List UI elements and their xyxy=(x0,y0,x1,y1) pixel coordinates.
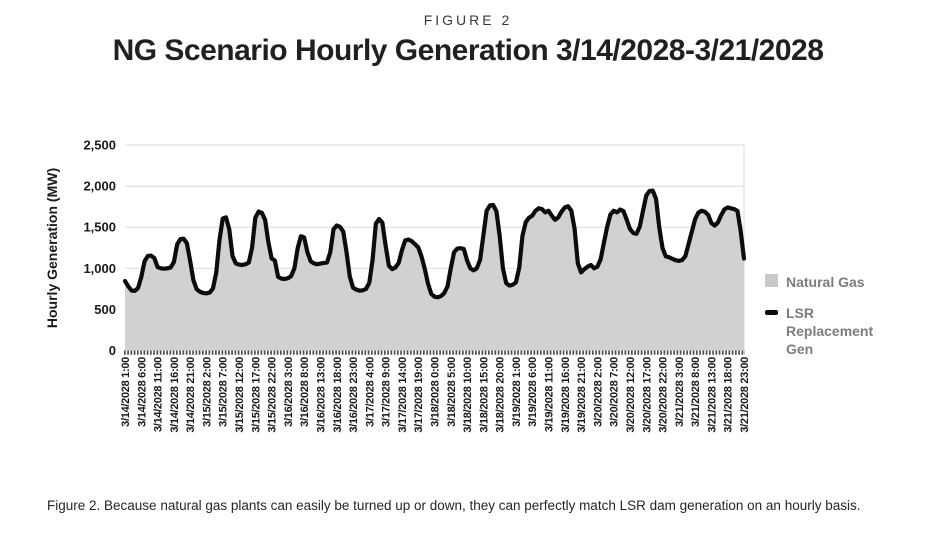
legend-item-natural-gas: Natural Gas xyxy=(765,273,925,291)
x-tick-label: 3/17/2028 9:00 xyxy=(381,357,393,427)
x-tick-label: 3/15/2028 22:00 xyxy=(267,357,279,433)
x-tick-label: 3/19/2028 6:00 xyxy=(527,357,539,427)
x-tick-label: 3/19/2028 11:00 xyxy=(544,357,556,432)
page-title: NG Scenario Hourly Generation 3/14/2028-… xyxy=(112,34,824,67)
x-tick-label: 3/14/2028 21:00 xyxy=(185,357,197,433)
figure-label: FIGURE 2 xyxy=(423,12,513,28)
y-axis-title: Hourly Generation (MW) xyxy=(44,168,60,328)
x-tick-label: 3/16/2028 13:00 xyxy=(315,357,327,433)
x-tick-label: 3/15/2028 12:00 xyxy=(234,357,246,433)
x-tick-label: 3/14/2028 11:00 xyxy=(153,357,165,432)
natural-gas-area xyxy=(125,190,744,351)
y-tick-label: 1,500 xyxy=(83,220,116,235)
x-tick-label: 3/18/2028 0:00 xyxy=(430,357,442,427)
x-tick-label: 3/20/2028 7:00 xyxy=(609,357,621,427)
legend-item-lsr: LSR Replacement Gen xyxy=(765,304,925,358)
x-tick-label: 3/20/2028 22:00 xyxy=(658,357,670,433)
x-tick-label: 3/20/2028 2:00 xyxy=(592,357,604,427)
x-axis-labels: 3/14/2028 1:00 3/14/2028 6:00 3/14/2028 11… xyxy=(120,357,751,433)
y-tick-label: 500 xyxy=(94,302,116,317)
x-tick-label: 3/15/2028 7:00 xyxy=(218,357,230,427)
x-tick-label: 3/14/2028 16:00 xyxy=(169,357,181,433)
x-tick-label: 3/16/2028 8:00 xyxy=(299,357,311,427)
chart-legend: Natural Gas LSR Replacement Gen xyxy=(765,273,925,371)
y-axis-labels: 0 500 1,000 1,500 2,000 2,500 xyxy=(83,138,116,359)
figure-caption: Figure 2. Because natural gas plants can… xyxy=(47,498,861,513)
x-tick-label: 3/21/2028 18:00 xyxy=(723,357,735,433)
y-tick-label: 2,000 xyxy=(83,179,116,194)
x-tick-label: 3/21/2028 3:00 xyxy=(674,357,686,427)
x-tick-label: 3/18/2028 5:00 xyxy=(446,357,458,427)
x-tick-label: 3/16/2028 18:00 xyxy=(332,357,344,433)
legend-label: LSR Replacement Gen xyxy=(786,305,874,357)
x-tick-label: 3/19/2028 16:00 xyxy=(560,357,572,433)
x-tick-label: 3/20/2028 12:00 xyxy=(625,357,637,433)
y-tick-label: 0 xyxy=(109,343,116,358)
x-tick-label: 3/16/2028 23:00 xyxy=(348,357,360,433)
natural-gas-swatch-icon xyxy=(765,274,778,287)
lsr-line-swatch-icon xyxy=(765,310,778,315)
x-tick-label: 3/15/2028 2:00 xyxy=(201,357,213,427)
x-tick-label: 3/21/2028 23:00 xyxy=(739,357,751,433)
x-tick-label: 3/18/2028 20:00 xyxy=(495,357,507,433)
legend-label: Natural Gas xyxy=(786,274,865,290)
y-tick-label: 2,500 xyxy=(83,138,116,153)
x-tick-label: 3/20/2028 17:00 xyxy=(641,357,653,433)
x-tick-label: 3/19/2028 1:00 xyxy=(511,357,523,427)
x-tick-label: 3/17/2028 19:00 xyxy=(413,357,425,433)
x-tick-label: 3/14/2028 1:00 xyxy=(120,357,132,427)
x-tick-label: 3/16/2028 3:00 xyxy=(283,357,295,427)
x-tick-label: 3/19/2028 21:00 xyxy=(576,357,588,433)
x-tick-label: 3/17/2028 4:00 xyxy=(364,357,376,427)
lsr-replacement-line xyxy=(122,188,747,300)
y-tick-label: 1,000 xyxy=(83,261,116,276)
x-tick-label: 3/21/2028 8:00 xyxy=(690,357,702,427)
x-tick-label: 3/18/2028 15:00 xyxy=(478,357,490,433)
x-tick-label: 3/14/2028 6:00 xyxy=(136,357,148,427)
x-tick-label: 3/17/2028 14:00 xyxy=(397,357,409,433)
x-tick-label: 3/18/2028 10:00 xyxy=(462,357,474,433)
x-tick-label: 3/21/2028 13:00 xyxy=(706,357,718,433)
x-tick-label: 3/15/2028 17:00 xyxy=(250,357,262,433)
